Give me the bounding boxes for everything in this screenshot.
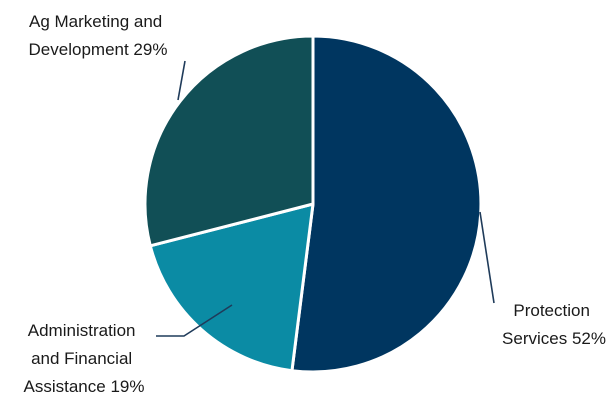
leader-line-ag-marketing: [177, 60, 186, 101]
slice-label-ag-marketing: Ag Marketing and Development 29%: [29, 12, 168, 59]
pie-slice-ag-marketing: [143, 34, 315, 248]
pie-slice-administration: [148, 202, 315, 373]
leader-lines: [156, 60, 495, 337]
pie-slices: [143, 34, 483, 374]
pie-slice-protection-services: [290, 34, 483, 374]
leader-line-protection-services: [479, 211, 495, 304]
leader-line-administration: [156, 304, 233, 337]
slice-label-administration: Administration and Financial Assistance …: [24, 321, 145, 396]
slice-label-protection-services: Protection Services 52%: [502, 301, 606, 348]
